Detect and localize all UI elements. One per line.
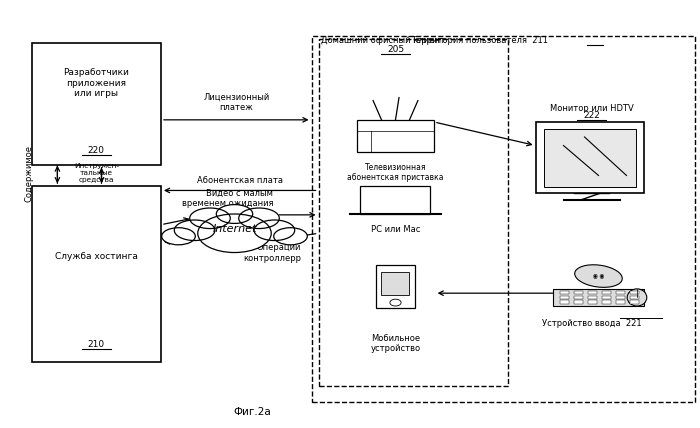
Text: Разработчики
приложения
или игры: Разработчики приложения или игры — [63, 68, 130, 98]
Text: ◉ ◉: ◉ ◉ — [593, 273, 604, 279]
Bar — [560, 300, 569, 304]
Bar — [630, 300, 639, 304]
Bar — [602, 296, 611, 299]
Bar — [32, 43, 161, 165]
Ellipse shape — [575, 265, 622, 287]
Bar — [588, 296, 597, 299]
Ellipse shape — [274, 228, 307, 245]
Text: 210: 210 — [88, 340, 105, 349]
Text: Территория пользователя  211: Территория пользователя 211 — [411, 36, 548, 45]
Ellipse shape — [162, 228, 195, 245]
Text: Фиг.2а: Фиг.2а — [233, 407, 271, 417]
Text: Абонентская плата: Абонентская плата — [197, 176, 283, 185]
Ellipse shape — [197, 214, 272, 253]
Bar — [616, 300, 625, 304]
Bar — [360, 186, 430, 214]
Text: Мобильное
устройство: Мобильное устройство — [370, 334, 421, 353]
Bar — [602, 300, 611, 304]
Bar — [544, 129, 636, 187]
Bar — [553, 289, 644, 306]
Bar — [382, 272, 409, 295]
Bar — [588, 291, 597, 294]
Ellipse shape — [190, 208, 230, 229]
Text: Домашний офисный клиент: Домашний офисный клиент — [321, 36, 444, 45]
Bar — [536, 122, 644, 193]
Bar — [616, 291, 625, 294]
Bar — [630, 291, 639, 294]
Bar — [357, 120, 434, 152]
Bar — [588, 300, 597, 304]
Text: Лицензионный
платеж: Лицензионный платеж — [204, 93, 270, 112]
Text: Инструмен-
тальные
средства: Инструмен- тальные средства — [74, 163, 119, 183]
Text: Содержимое: Содержимое — [25, 145, 34, 202]
Text: Устройство ввода  221: Устройство ввода 221 — [542, 319, 641, 328]
Text: Видео с малым
временем ожидания: Видео с малым временем ожидания — [181, 189, 273, 208]
Bar — [630, 296, 639, 299]
Bar — [376, 265, 415, 308]
Text: 220: 220 — [88, 146, 105, 155]
Ellipse shape — [627, 289, 647, 306]
Ellipse shape — [216, 205, 253, 223]
Bar — [616, 296, 625, 299]
Text: Операции
контроллерр: Операции контроллерр — [243, 243, 301, 262]
Bar — [574, 296, 583, 299]
Ellipse shape — [174, 220, 215, 241]
Bar — [312, 36, 695, 402]
Bar — [560, 291, 569, 294]
Bar — [318, 39, 508, 386]
Text: Монитор или HDTV: Монитор или HDTV — [550, 104, 634, 113]
Text: 205: 205 — [387, 45, 404, 54]
Bar — [602, 291, 611, 294]
Bar — [560, 296, 569, 299]
Ellipse shape — [254, 220, 295, 241]
Text: РС или Мас: РС или Мас — [371, 225, 420, 234]
Text: Internet: Internet — [212, 224, 257, 234]
Text: Телевизионная
абонентская приставка: Телевизионная абонентская приставка — [347, 163, 444, 182]
Ellipse shape — [239, 208, 279, 229]
Bar — [574, 300, 583, 304]
Text: 222: 222 — [583, 111, 600, 120]
Bar — [574, 291, 583, 294]
Text: Служба хостинга: Служба хостинга — [55, 252, 138, 262]
Bar — [32, 186, 161, 362]
Text: 206: 206 — [226, 237, 243, 246]
